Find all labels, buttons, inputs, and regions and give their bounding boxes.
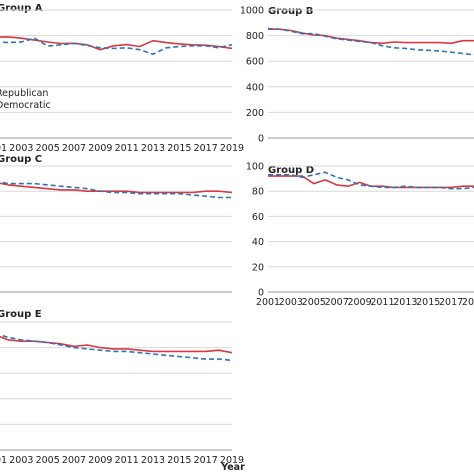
series-line-democratic	[267, 27, 474, 56]
panel-4: Group D020406080100200120032005200720092…	[246, 162, 474, 308]
panel-title: Group B	[268, 6, 313, 17]
x-tick-label: 2003	[9, 455, 33, 466]
panel-5: Group E200120032005200720092011201320152…	[0, 309, 244, 466]
series-line-democratic	[268, 171, 474, 190]
x-tick-label: 2015	[416, 297, 440, 308]
x-tick-label: 2001	[0, 143, 7, 154]
x-tick-label: 2019	[220, 143, 244, 154]
x-tick-label: 2011	[115, 143, 139, 154]
x-tick-label: 2005	[302, 297, 326, 308]
y-tick-label: 0	[258, 288, 264, 299]
panel-title: Group E	[0, 309, 42, 320]
x-tick-label: 2017	[194, 455, 218, 466]
series-line-republican	[0, 182, 233, 194]
x-tick-label: 2007	[62, 143, 86, 154]
x-tick-label: 2011	[115, 455, 139, 466]
y-tick-label: 60	[252, 212, 264, 223]
series-line-democratic	[0, 334, 233, 362]
x-tick-label: 2009	[347, 297, 371, 308]
x-tick-label: 2015	[167, 143, 191, 154]
x-tick-label: 2007	[325, 297, 349, 308]
panel-3: Group C	[0, 154, 233, 293]
series-line-republican	[0, 36, 233, 51]
panel-title: Group C	[0, 154, 42, 165]
y-tick-label: 1000	[240, 6, 264, 17]
x-tick-label: 2003	[9, 143, 33, 154]
x-tick-label: 2013	[393, 297, 417, 308]
y-tick-label: 40	[252, 237, 264, 248]
series-line-democratic	[0, 181, 232, 199]
x-tick-label: 2005	[36, 143, 60, 154]
x-tick-label: 2013	[141, 455, 165, 466]
x-tick-label: 2019	[462, 297, 474, 308]
x-tick-label: 2019	[220, 455, 244, 466]
legend-label-republican: Republican	[0, 88, 48, 99]
x-tick-label: 2009	[88, 143, 112, 154]
x-tick-label: 2017	[194, 143, 218, 154]
y-tick-label: 200	[246, 108, 264, 119]
x-tick-label: 2015	[167, 455, 191, 466]
x-axis-label: Year	[220, 462, 245, 473]
y-tick-label: 800	[246, 31, 264, 42]
y-tick-label: 600	[246, 57, 264, 68]
panel-1: Group A200120032005200720092011201320152…	[0, 3, 244, 154]
x-tick-label: 2001	[256, 297, 280, 308]
x-tick-label: 2011	[370, 297, 394, 308]
panel-title: Group A	[0, 3, 43, 14]
series-line-republican	[0, 335, 233, 354]
y-tick-label: 400	[246, 82, 264, 93]
series-line-republican	[268, 28, 474, 45]
x-tick-label: 2001	[0, 455, 7, 466]
y-tick-label: 0	[258, 134, 264, 145]
x-tick-label: 2007	[62, 455, 86, 466]
panel-title: Group D	[268, 165, 314, 176]
x-tick-label: 2013	[141, 143, 165, 154]
x-tick-label: 2005	[36, 455, 60, 466]
y-tick-label: 100	[246, 162, 264, 173]
x-tick-label: 2017	[439, 297, 463, 308]
y-tick-label: 20	[252, 262, 264, 273]
series-line-democratic	[0, 37, 233, 55]
panel-2: Group B 0 200 400 600 800 1000	[240, 6, 474, 145]
x-tick-label: 2009	[88, 455, 112, 466]
y-tick-label: 80	[252, 187, 264, 198]
legend-label-democratic: Democratic	[0, 100, 51, 111]
x-tick-label: 2003	[279, 297, 303, 308]
